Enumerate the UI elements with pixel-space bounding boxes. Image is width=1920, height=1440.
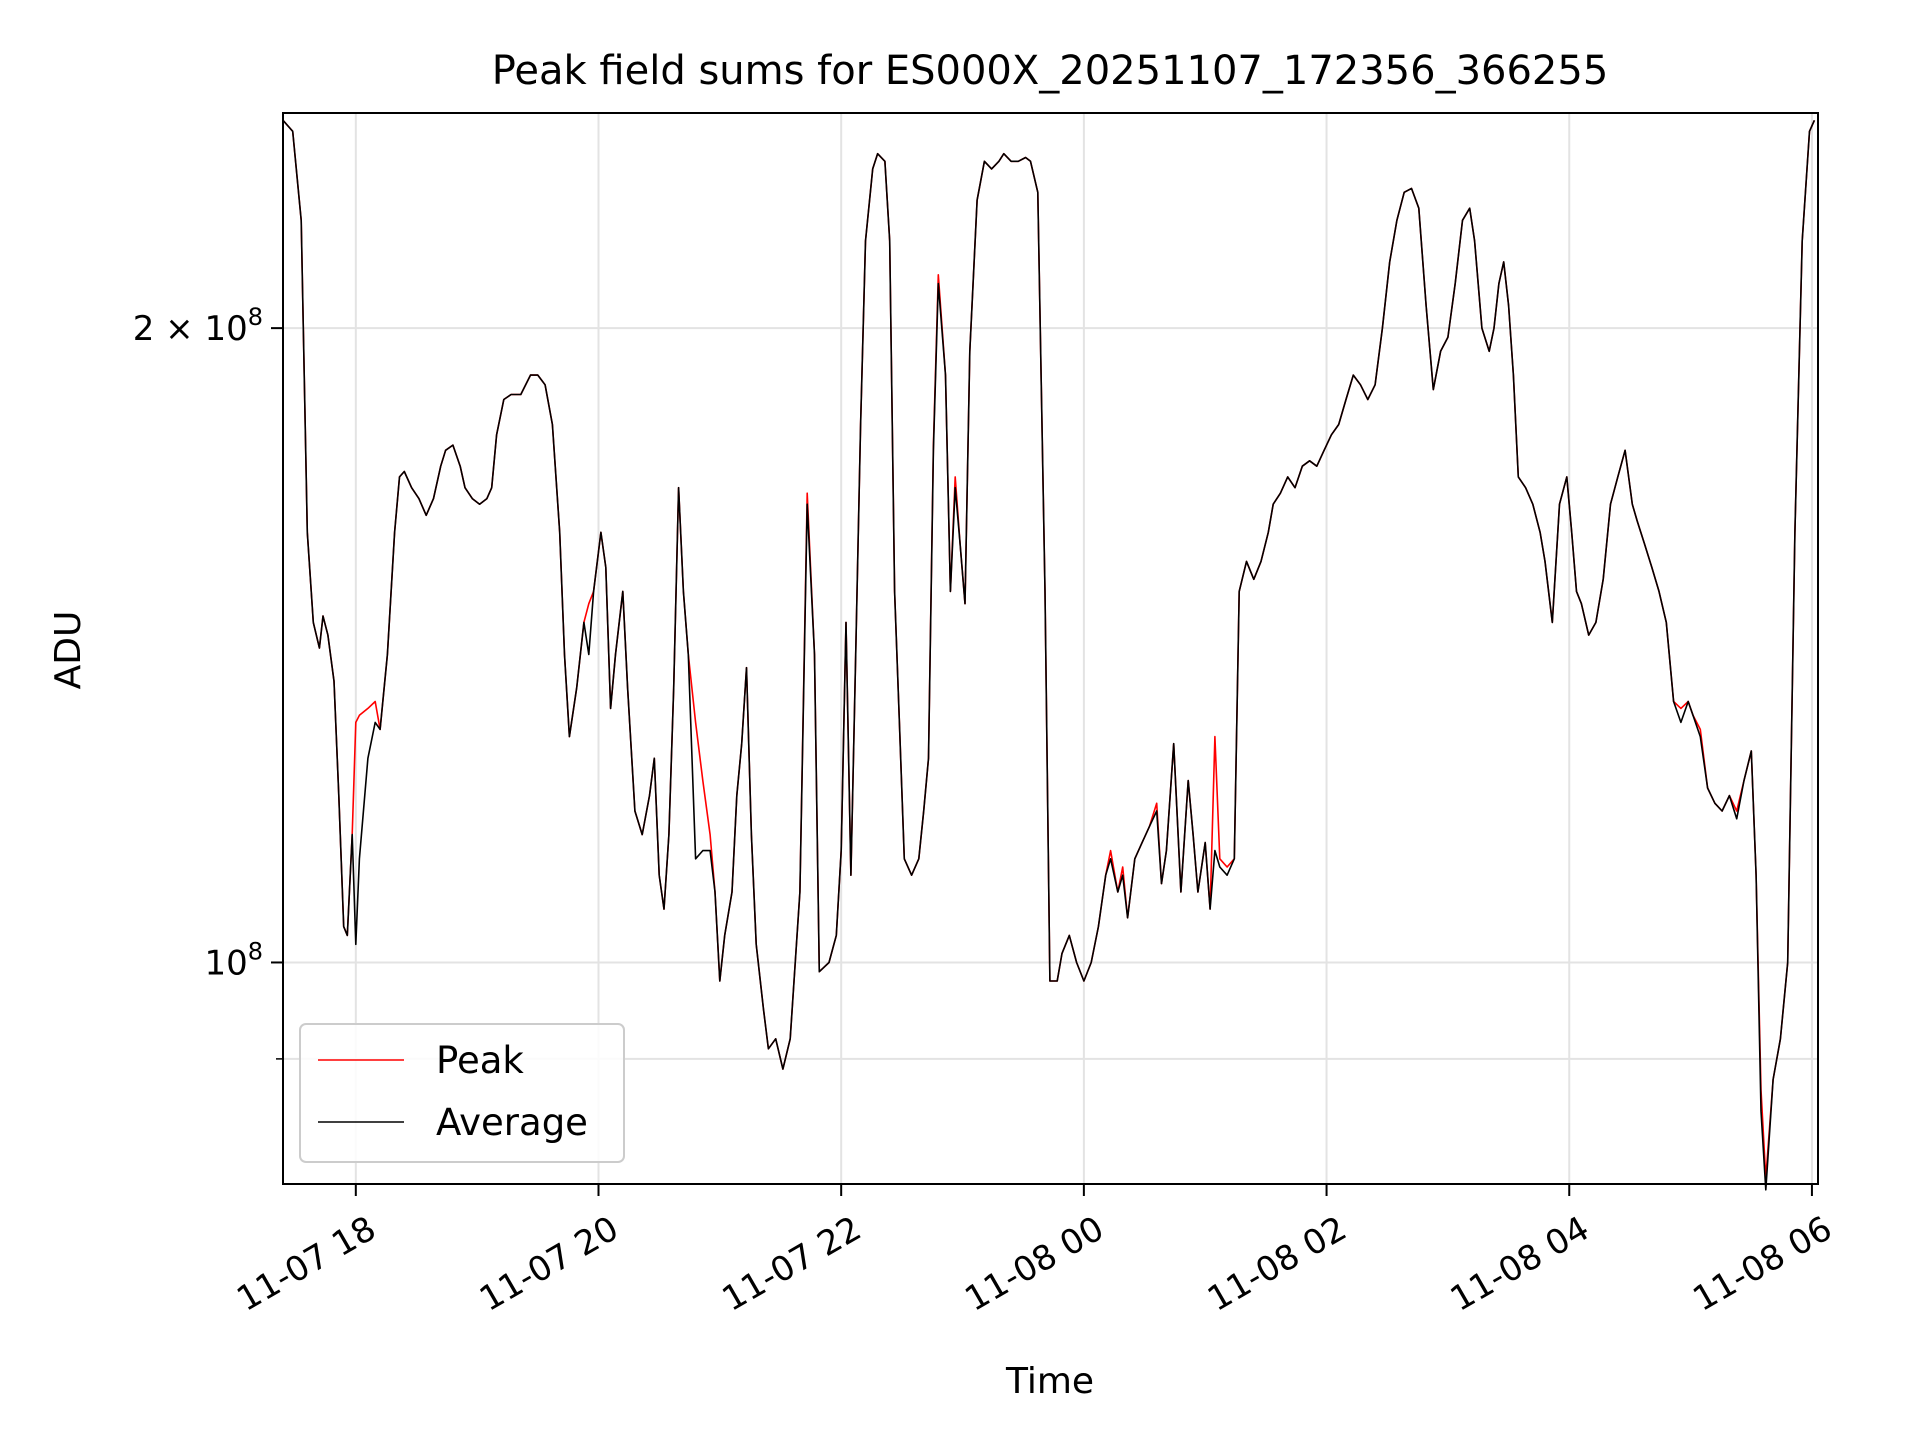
series-line-average — [282, 119, 1816, 1191]
grid — [283, 113, 1818, 1184]
chart-title: Peak field sums for ES000X_20251107_1723… — [492, 48, 1609, 94]
y-tick-label: 108 — [204, 937, 263, 983]
legend-box — [299, 1023, 625, 1163]
legend: Peak Average — [299, 1023, 625, 1163]
series-lines — [282, 119, 1816, 1191]
y-axis-label: ADU — [48, 611, 89, 690]
y-tick-label: 2 × 108 — [133, 303, 263, 349]
plot-frame — [282, 112, 1819, 1185]
y-axis: 108 2 × 108 — [133, 303, 283, 1060]
legend-label-peak: Peak — [436, 1039, 524, 1082]
legend-label-average: Average — [436, 1101, 588, 1144]
x-axis-label: Time — [1005, 1361, 1094, 1402]
